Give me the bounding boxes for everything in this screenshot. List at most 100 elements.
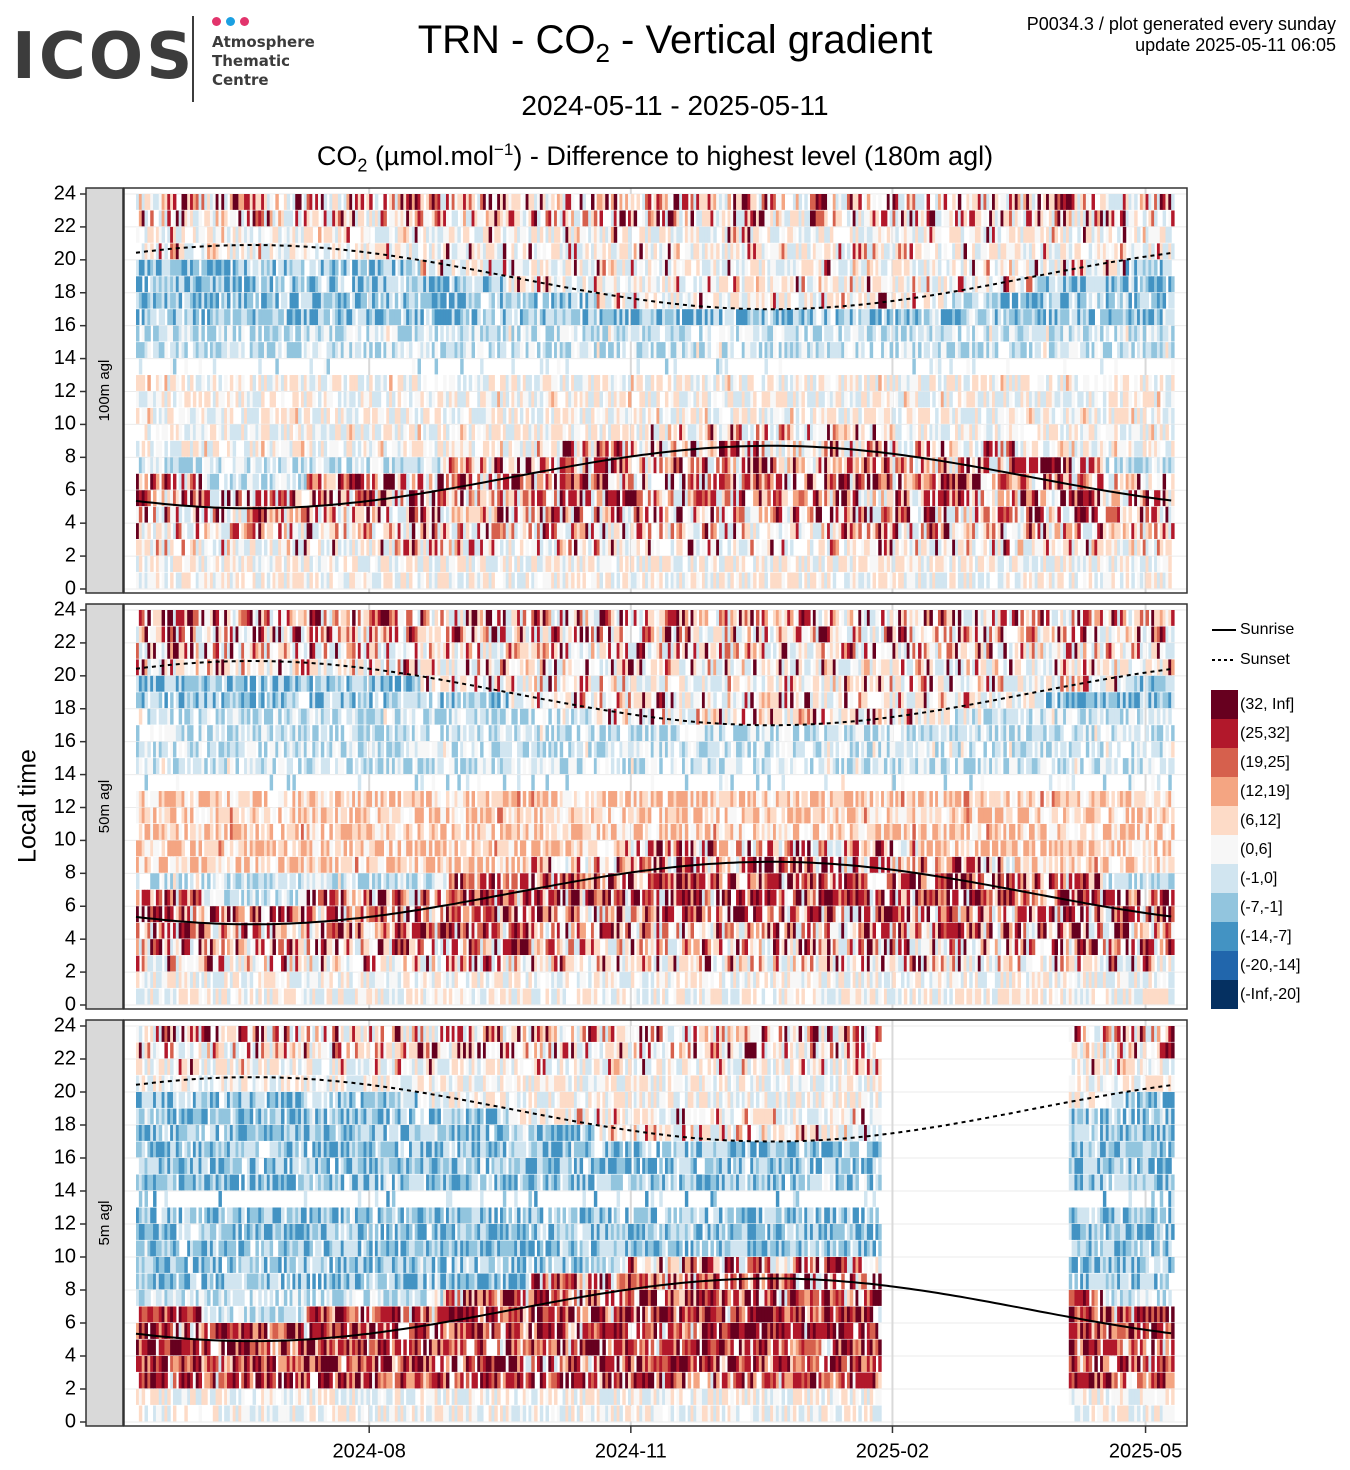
heat-cell — [465, 309, 470, 326]
heat-cell — [326, 391, 330, 408]
heat-cell — [511, 506, 515, 523]
heat-cell — [292, 194, 296, 210]
heat-cell — [403, 523, 407, 540]
heat-cell — [420, 490, 424, 507]
heat-cell — [377, 572, 382, 589]
heat-cell — [522, 194, 527, 210]
heat-cell — [468, 572, 473, 589]
heat-cell — [500, 342, 504, 358]
heat-cell — [309, 506, 313, 523]
heat-cell — [241, 243, 245, 260]
heat-cell — [625, 539, 629, 556]
heat-cell — [457, 572, 461, 589]
heat-cell — [227, 292, 231, 309]
heat-cell — [343, 556, 348, 572]
heat-cell — [713, 556, 717, 572]
heat-cell — [534, 440, 538, 457]
heat-cell — [178, 391, 183, 408]
heat-cell — [431, 194, 436, 210]
heat-cell — [212, 325, 217, 342]
heat-cell — [209, 523, 214, 540]
heat-cell — [482, 309, 487, 326]
heat-cell — [426, 407, 430, 424]
heat-cell — [318, 440, 322, 457]
heat-cell — [360, 556, 365, 572]
heat-cell — [249, 210, 254, 227]
heat-cell — [320, 490, 325, 507]
heat-cell — [281, 440, 285, 457]
heat-cell — [178, 226, 183, 243]
heat-cell — [770, 539, 774, 556]
heat-cell — [150, 210, 154, 227]
heat-cell — [269, 506, 274, 523]
heat-cell — [551, 407, 555, 424]
heat-cell — [409, 556, 413, 572]
heat-cell — [354, 342, 359, 358]
heat-cell — [383, 424, 387, 441]
heat-cell — [201, 325, 205, 342]
heat-cell — [508, 292, 512, 309]
heat-cell — [525, 375, 530, 391]
heat-cell — [411, 490, 416, 507]
heat-cell — [391, 556, 396, 572]
heat-cell — [403, 226, 407, 243]
heat-cell — [477, 407, 481, 424]
heat-cell — [295, 523, 299, 540]
heat-cell — [246, 523, 251, 540]
heat-cell — [480, 375, 484, 391]
heat-cell — [309, 276, 313, 293]
heat-cell — [664, 407, 669, 424]
heat-cell — [263, 309, 268, 326]
heat-cell — [741, 490, 746, 507]
chart-title: TRN - CO2 - Vertical gradient — [0, 18, 1350, 69]
heat-cell — [300, 523, 305, 540]
heat-cell — [428, 325, 433, 342]
heat-cell — [184, 473, 188, 490]
heat-cell — [522, 276, 527, 293]
heat-cell — [608, 292, 612, 309]
heat-cell — [397, 572, 402, 589]
heat-cell — [323, 391, 328, 408]
heat-cell — [411, 375, 416, 391]
heat-cell — [329, 292, 333, 309]
heat-cell — [502, 457, 507, 474]
heat-cell — [411, 194, 416, 210]
heat-cell — [170, 276, 174, 293]
heat-cell — [278, 276, 282, 293]
heat-cell — [781, 440, 785, 457]
heat-cell — [519, 276, 524, 293]
heat-cell — [437, 276, 441, 293]
heat-cell — [588, 457, 592, 474]
heat-cell — [383, 292, 387, 309]
heat-cell — [158, 259, 163, 276]
heat-cell — [377, 424, 382, 441]
heat-cell — [460, 506, 464, 523]
heat-cell — [534, 226, 538, 243]
heat-cell — [437, 457, 441, 474]
heat-cell — [736, 440, 740, 457]
heat-cell — [488, 276, 493, 293]
heat-cell — [517, 292, 521, 309]
heat-cell — [505, 375, 510, 391]
heat-cell — [795, 407, 800, 424]
heat-cell — [454, 440, 458, 457]
heat-cell — [318, 407, 322, 424]
heat-cell — [428, 391, 433, 408]
heat-cell — [448, 325, 453, 342]
heat-cell — [525, 440, 530, 457]
heat-cell — [426, 309, 430, 326]
heat-cell — [488, 342, 493, 358]
heat-cell — [153, 523, 157, 540]
heat-cell — [551, 440, 555, 457]
heat-cell — [292, 226, 296, 243]
heat-cell — [155, 473, 160, 490]
heat-cell — [232, 473, 237, 490]
heat-cell — [172, 523, 177, 540]
heat-cell — [241, 473, 245, 490]
heat-cell — [494, 210, 498, 227]
heat-cell — [212, 407, 217, 424]
heat-cell — [246, 194, 251, 210]
heat-cell — [525, 391, 530, 408]
heat-cell — [175, 523, 180, 540]
heat-cell — [465, 243, 470, 260]
